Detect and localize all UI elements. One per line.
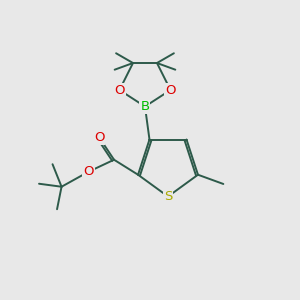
Text: S: S (164, 190, 172, 203)
Text: O: O (114, 83, 125, 97)
Text: O: O (94, 131, 104, 144)
Text: O: O (83, 165, 94, 178)
Text: O: O (165, 83, 176, 97)
Text: B: B (140, 100, 149, 113)
